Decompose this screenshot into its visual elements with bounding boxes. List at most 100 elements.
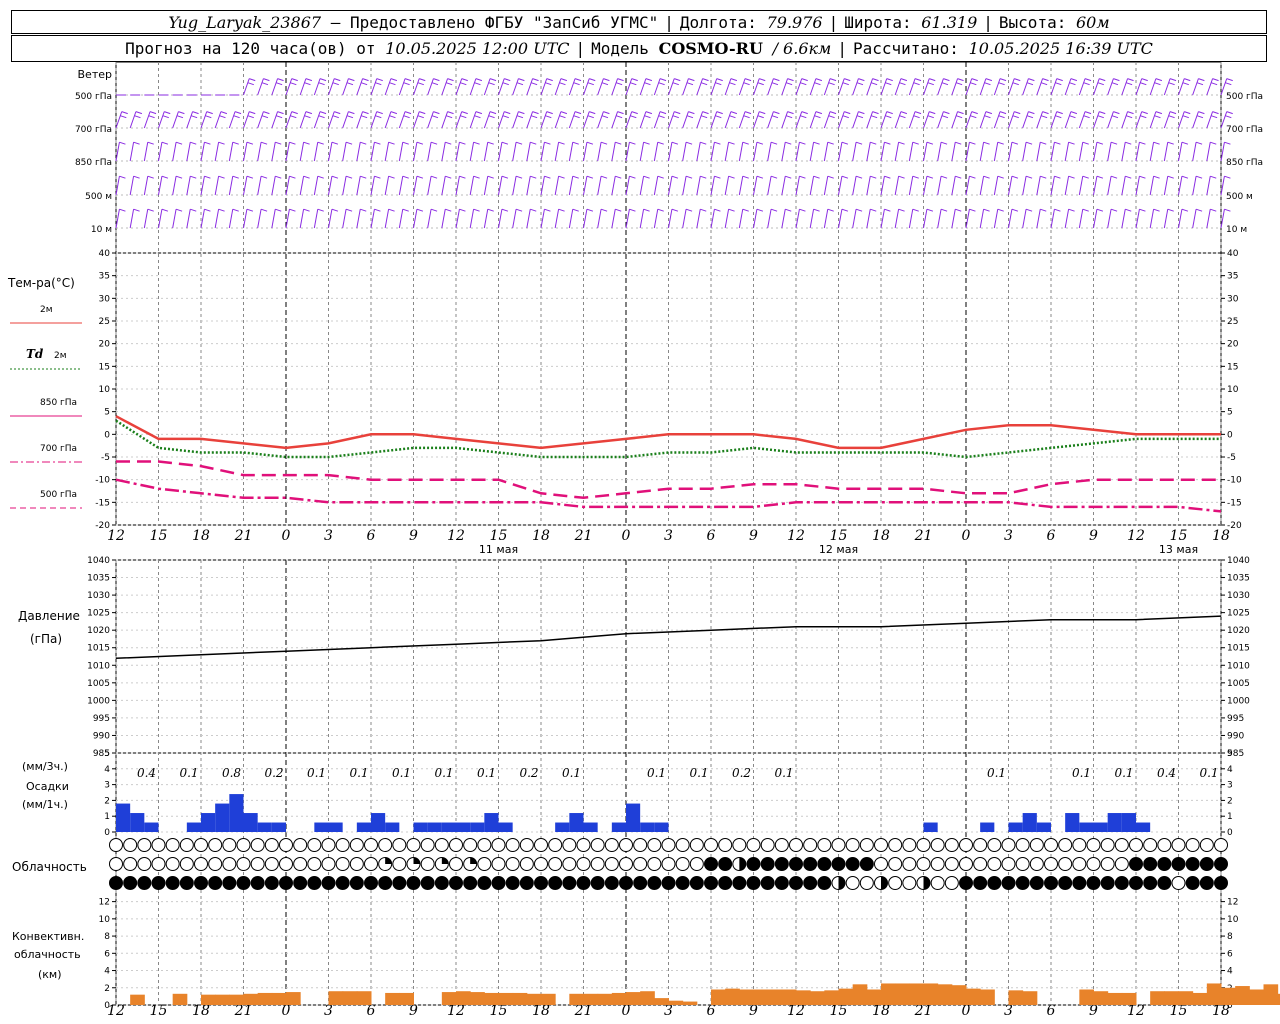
wind-barb-feather — [1054, 208, 1061, 212]
wind-barb-feather — [430, 175, 438, 179]
wind-barb-feather — [275, 82, 283, 86]
wind-barb-feather — [785, 115, 793, 119]
cloud-empty-icon — [930, 857, 945, 871]
cloud-empty-icon — [449, 857, 463, 871]
wind-barb-feather — [162, 115, 169, 119]
wind-barb — [271, 111, 279, 129]
cloud-empty-icon — [704, 838, 718, 852]
wind-barb-feather — [291, 111, 298, 115]
wind-barb-feather — [1224, 141, 1231, 145]
wind-barb-feather — [190, 141, 197, 145]
wind-barb — [809, 78, 817, 96]
cloud-empty-icon — [349, 857, 364, 871]
wind-barb-feather — [459, 141, 466, 145]
wind-barb-feather — [743, 115, 750, 119]
wind-barb-feather — [631, 111, 638, 115]
wind-barb — [299, 176, 305, 196]
wind-barb — [469, 111, 477, 129]
wind-barb-feather — [1070, 111, 1078, 115]
wind-barb-feather — [121, 111, 128, 115]
cloud-empty-icon — [208, 857, 223, 871]
wind-barb-feather — [799, 141, 806, 145]
wind-barb — [398, 78, 406, 96]
precip-3h-value: 0.1 — [647, 766, 666, 780]
cloud-full-icon — [1044, 876, 1058, 890]
cloud-empty-icon — [576, 857, 591, 871]
wind-barb-feather — [331, 208, 339, 212]
wind-barb-feather — [161, 208, 169, 212]
wind-barb-feather — [770, 208, 778, 212]
conv-bar — [1121, 992, 1137, 1005]
wind-barb — [979, 111, 987, 129]
wind-barb-feather — [985, 111, 993, 115]
cloud-empty-icon — [222, 838, 237, 852]
wind-barb-feather — [1055, 82, 1062, 86]
precip-3h-value: 0.1 — [179, 766, 198, 780]
cloud-empty-icon — [845, 876, 860, 890]
wind-barb-feather — [716, 111, 723, 115]
temp-axis-tick-label-right: 0 — [1227, 430, 1233, 440]
cloud-empty-icon — [973, 857, 988, 871]
wind-barb — [625, 142, 630, 162]
cloud-full-icon — [647, 876, 662, 890]
wind-barb — [1192, 142, 1197, 162]
wind-barb — [880, 209, 885, 229]
wind-barb-feather — [702, 78, 709, 82]
wind-level-label-right: 700 гПа — [1226, 125, 1263, 135]
temp-axis-tick-label-left: 5 — [104, 408, 110, 418]
x-tick-label: 12 — [787, 528, 805, 544]
wind-barb — [243, 142, 248, 162]
wind-barb — [413, 176, 418, 196]
cloud-empty-icon — [888, 876, 903, 890]
wind-barb-feather — [744, 78, 752, 82]
wind-barb — [214, 176, 220, 196]
wind-barb — [356, 176, 361, 196]
wind-barb-feather — [544, 175, 551, 179]
wind-barb-feather — [560, 111, 568, 115]
conv-bar — [1277, 993, 1280, 1005]
cloud-empty-icon — [123, 838, 138, 852]
wind-barb — [1220, 176, 1225, 196]
wind-barb — [1093, 142, 1098, 162]
wind-barb — [597, 111, 604, 129]
cloud-empty-icon — [165, 838, 180, 852]
wind-barb — [639, 78, 647, 96]
day-label: 13 мая — [1159, 543, 1198, 556]
pressure-axis-tick-label-right: 1035 — [1227, 574, 1250, 584]
wind-barb-feather — [1198, 111, 1205, 115]
wind-barb-feather — [800, 115, 807, 119]
wind-barb-feather — [1097, 115, 1104, 119]
wind-barb — [724, 176, 730, 196]
pressure-axis-tick-label-left: 1030 — [87, 591, 110, 601]
wind-barb — [384, 209, 390, 229]
wind-barb — [413, 142, 418, 162]
wind-barb-feather — [374, 141, 381, 145]
wind-barb — [554, 78, 562, 96]
cloud-full-icon — [845, 857, 860, 871]
wind-barb-feather — [589, 111, 596, 115]
cloud-empty-icon — [817, 838, 832, 852]
wind-barb-feather — [1139, 208, 1146, 212]
cloud-quarter-icon — [413, 857, 420, 864]
cloud-title: Облачность — [12, 860, 87, 874]
wind-barb — [894, 78, 902, 96]
wind-barb — [1064, 209, 1070, 229]
wind-barb-feather — [175, 208, 183, 212]
x-tick-label: 3 — [664, 528, 673, 544]
wind-barb — [186, 209, 191, 229]
cloud-empty-icon — [1214, 838, 1228, 852]
conv-bar — [512, 992, 528, 1005]
wind-barb-feather — [884, 141, 891, 145]
wind-barb-feather — [1054, 141, 1061, 145]
wind-barb — [951, 209, 956, 229]
cloud-empty-icon — [1015, 857, 1030, 871]
wind-barb-feather — [827, 141, 834, 145]
wind-barb-feather — [232, 175, 239, 179]
wind-barb — [427, 78, 434, 96]
wind-barb — [710, 176, 715, 196]
precip-bar — [569, 813, 584, 832]
wind-barb-feather — [770, 141, 778, 145]
wind-barb — [1008, 78, 1015, 96]
wind-barb — [441, 142, 446, 162]
cloud-empty-icon — [378, 838, 393, 852]
